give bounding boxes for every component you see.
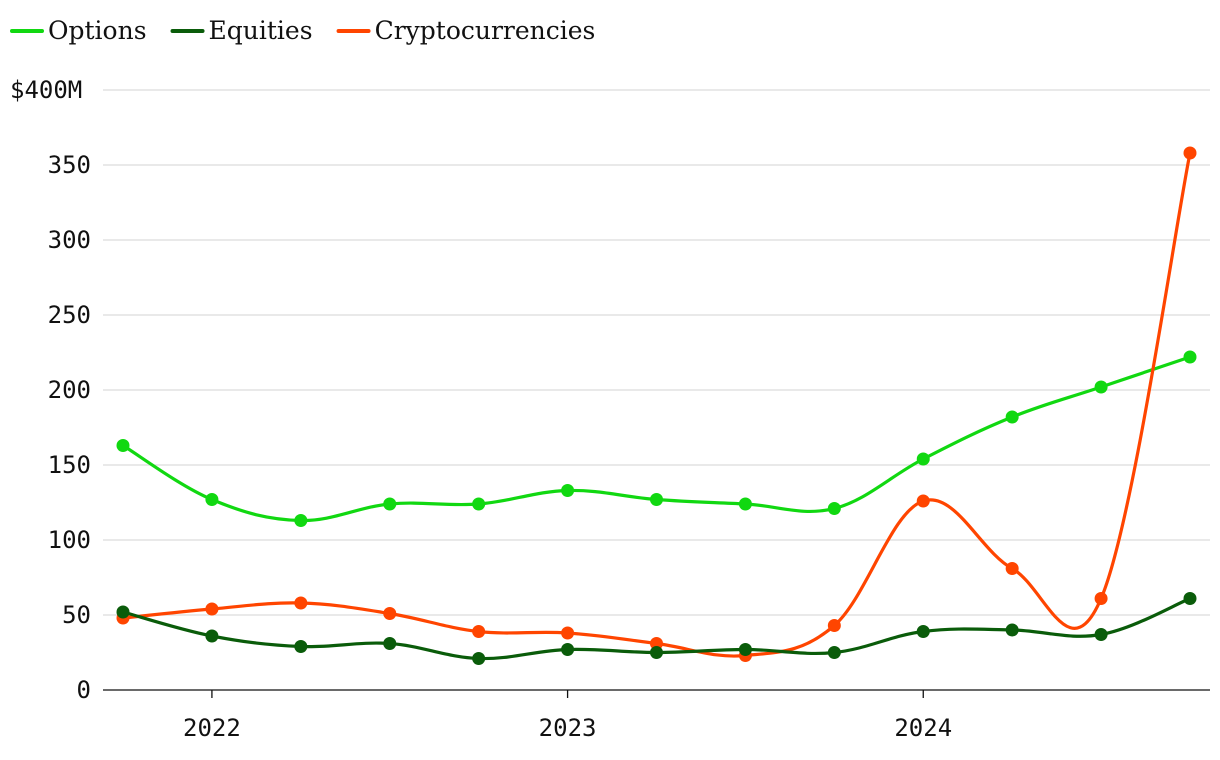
y-tick-label: 0 (77, 676, 91, 704)
x-tick-label: 2023 (539, 714, 597, 742)
data-point-equities (1094, 628, 1108, 641)
legend-label: Equities (209, 16, 313, 45)
y-tick-label: 150 (48, 451, 91, 479)
series-options (116, 350, 1197, 527)
x-tick-label: 2022 (183, 714, 241, 742)
legend-item-options: Options (10, 16, 147, 45)
data-point-cryptocurrencies (1094, 592, 1108, 605)
series-equities (116, 592, 1197, 665)
y-tick-label: 200 (48, 376, 91, 404)
y-tick-label: 300 (48, 226, 91, 254)
chart-legend: Options Equities Cryptocurrencies (10, 16, 596, 45)
data-point-equities (738, 643, 752, 656)
x-tick-label: 2024 (894, 714, 952, 742)
data-point-cryptocurrencies (383, 607, 397, 620)
data-point-options (561, 484, 575, 497)
data-point-equities (561, 643, 575, 656)
data-point-options (205, 493, 219, 506)
data-point-cryptocurrencies (916, 494, 930, 508)
data-point-options (650, 493, 663, 506)
data-point-options (1005, 410, 1019, 424)
x-axis: 2022 2023 2024 (103, 689, 1210, 742)
series-line-cryptocurrencies (121, 151, 1192, 658)
legend-item-cryptocurrencies: Cryptocurrencies (336, 16, 596, 45)
y-tick-label: 350 (48, 151, 91, 179)
y-tick-label: 50 (62, 601, 91, 629)
data-point-equities (650, 646, 663, 659)
legend-label: Cryptocurrencies (375, 16, 596, 45)
data-point-cryptocurrencies (561, 626, 575, 640)
data-point-equities (827, 646, 841, 659)
y-tick-label: $400M (10, 76, 82, 104)
data-point-cryptocurrencies (1005, 562, 1019, 575)
data-point-equities (472, 652, 486, 665)
data-point-options (472, 497, 486, 511)
data-point-cryptocurrencies (827, 619, 841, 632)
legend-item-equities: Equities (170, 16, 313, 45)
data-point-cryptocurrencies (472, 625, 486, 638)
data-point-cryptocurrencies (294, 596, 308, 610)
data-point-equities (116, 605, 130, 619)
data-point-options (827, 502, 841, 515)
data-point-options (383, 497, 397, 511)
y-tick-label: 250 (48, 301, 91, 329)
data-point-options (916, 452, 930, 466)
data-point-cryptocurrencies (650, 637, 663, 650)
legend-label: Options (48, 16, 147, 45)
data-point-options (1094, 380, 1108, 394)
data-point-equities (383, 637, 397, 650)
y-axis-ticks: 0 50 100 150 200 250 300 350 $400M (10, 76, 91, 704)
data-point-equities (1005, 623, 1019, 637)
data-point-equities (205, 629, 219, 643)
data-point-equities (1183, 592, 1197, 605)
data-point-cryptocurrencies (1183, 146, 1197, 160)
y-tick-label: 100 (48, 526, 91, 554)
chart-gridlines (103, 89, 1210, 616)
data-point-cryptocurrencies (205, 602, 219, 616)
series-cryptocurrencies (116, 146, 1197, 662)
data-point-options (738, 497, 752, 511)
data-point-options (1183, 350, 1197, 364)
data-point-options (116, 439, 130, 452)
data-point-equities (916, 625, 930, 638)
data-point-options (294, 514, 308, 527)
data-point-equities (294, 640, 308, 653)
chart-series (116, 146, 1197, 665)
